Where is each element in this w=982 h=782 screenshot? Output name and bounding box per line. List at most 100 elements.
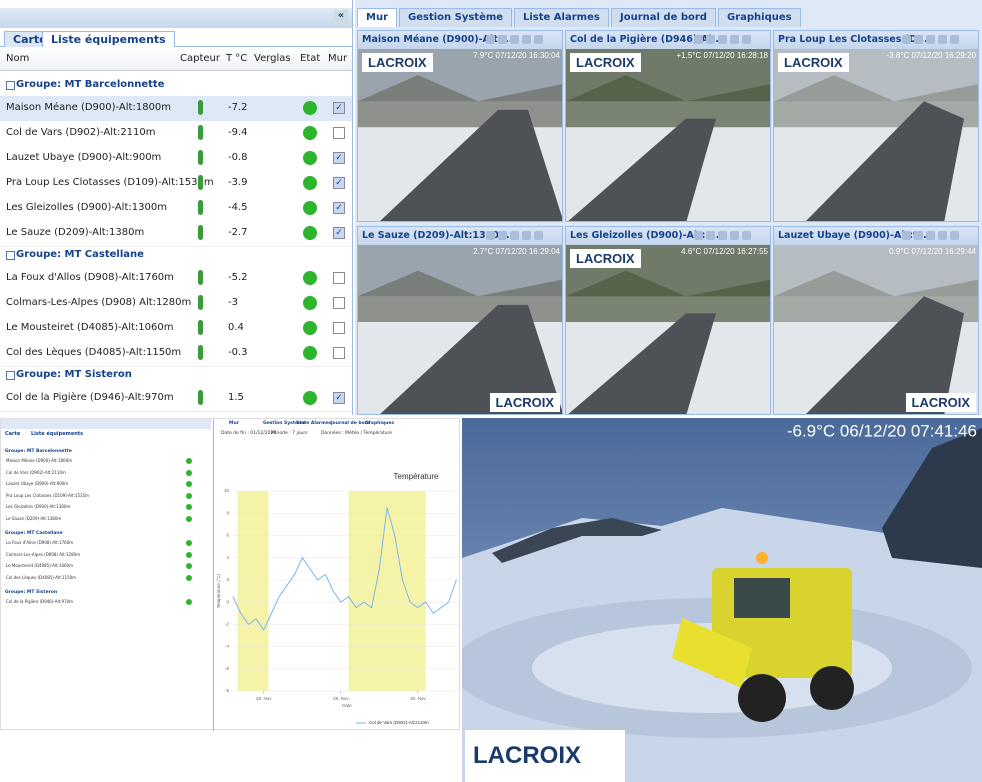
checkbox-checked[interactable]: ✓ — [333, 227, 345, 239]
mini-row-name: Lauzet Ubaye (D900)-Alt:900m — [6, 481, 68, 486]
status-icon — [303, 151, 317, 165]
sensor-icon — [198, 270, 203, 285]
equipment-name: Les Gleizolles (D900)-Alt:1300m — [6, 202, 167, 213]
checkbox[interactable] — [333, 297, 345, 309]
checkbox-checked[interactable]: ✓ — [333, 102, 345, 114]
x-tick-label: 28. Nov — [256, 696, 272, 701]
status-icon — [303, 321, 317, 335]
sensor-icon — [198, 345, 203, 360]
mini-row-name: Maison Méane (D900)-Alt:1800m — [6, 458, 72, 463]
tab[interactable]: Gestion Système — [399, 8, 512, 27]
y-tick-label: -4 — [225, 644, 229, 649]
equipment-name: Col de Vars (D902)-Alt:2110m — [6, 127, 156, 138]
tile-button[interactable] — [694, 231, 703, 240]
tile-button[interactable] — [926, 231, 935, 240]
tile-button[interactable] — [718, 231, 727, 240]
checkbox[interactable] — [333, 347, 345, 359]
tile-button[interactable] — [522, 231, 531, 240]
logo: LACROIX — [784, 55, 843, 70]
logo-box: LACROIX — [570, 249, 641, 268]
checkbox-checked[interactable]: ✓ — [333, 202, 345, 214]
logo: LACROIX — [576, 55, 635, 70]
mini-divider — [213, 419, 214, 731]
mini-tab[interactable]: Liste équipements — [31, 431, 83, 437]
checkbox-checked[interactable]: ✓ — [333, 392, 345, 404]
column-header: T °C — [226, 53, 247, 64]
logo: LACROIX — [576, 251, 635, 266]
tile-button[interactable] — [534, 35, 543, 44]
tab[interactable]: Liste Alarmes — [514, 8, 609, 27]
checkbox[interactable] — [333, 322, 345, 334]
checkbox-checked[interactable]: ✓ — [333, 177, 345, 189]
y-tick-label: 0 — [226, 599, 229, 604]
tile-button[interactable] — [706, 35, 715, 44]
camera-image: 0.9°C 07/12/20 16:29:44 — [774, 245, 979, 415]
equipment-name: Le Mousteiret (D4085)-Alt:1060m — [6, 322, 173, 333]
checkbox[interactable] — [333, 272, 345, 284]
tile-button[interactable] — [510, 231, 519, 240]
y-tick-label: 2 — [226, 577, 229, 582]
tile-button[interactable] — [706, 231, 715, 240]
tile-button[interactable] — [938, 231, 947, 240]
checkbox-checked[interactable]: ✓ — [333, 152, 345, 164]
checkbox[interactable] — [333, 127, 345, 139]
sensor-icon — [198, 175, 203, 190]
mini-tab[interactable]: Carte — [5, 431, 20, 437]
tile-button[interactable] — [742, 231, 751, 240]
toolbar-item[interactable]: Période : 7 jours — [271, 431, 308, 436]
tab[interactable]: Journal de bord — [611, 8, 716, 27]
tile-button[interactable] — [914, 231, 923, 240]
tile-button[interactable] — [742, 35, 751, 44]
tile-button[interactable] — [510, 35, 519, 44]
tile-button[interactable] — [730, 35, 739, 44]
sensor-icon — [198, 320, 203, 335]
tab[interactable]: Liste équipements — [42, 31, 175, 47]
mini-status — [186, 470, 192, 476]
beacon — [756, 552, 768, 564]
tile-button[interactable] — [498, 231, 507, 240]
temperature: 0.4 — [228, 322, 244, 333]
tile-button[interactable] — [522, 35, 531, 44]
tile-button[interactable] — [902, 231, 911, 240]
group-toggle[interactable] — [6, 371, 15, 380]
mini-group-title: Groupe: MT Sisteron — [5, 590, 57, 595]
tab[interactable]: Mur — [357, 8, 397, 27]
tile-button[interactable] — [938, 35, 947, 44]
x-tick-label: 29. Nov — [333, 696, 349, 701]
camera-overlay: 2.7°C 07/12/20 16:29:04 — [473, 247, 560, 256]
camera-image: 2.7°C 07/12/20 16:29:04 — [358, 245, 563, 415]
camera-tile: Pra Loup Les Clotasses (D...-3.8°C 07/12… — [773, 30, 979, 222]
tile-button[interactable] — [498, 35, 507, 44]
collapse-button[interactable]: « — [334, 10, 348, 24]
tile-button[interactable] — [486, 231, 495, 240]
temperature: -7.2 — [228, 102, 248, 113]
tile-button[interactable] — [950, 35, 959, 44]
panel-header — [0, 8, 352, 28]
tile-button[interactable] — [914, 35, 923, 44]
mini-tab[interactable]: Graphiques — [365, 421, 394, 426]
tile-button[interactable] — [486, 35, 495, 44]
camera-image: 7.9°C 07/12/20 16:30:04 — [358, 49, 563, 222]
camera-overlay: -3.8°C 07/12/20 16:29:20 — [887, 51, 977, 60]
tab[interactable]: Graphiques — [718, 8, 801, 27]
tile-button[interactable] — [694, 35, 703, 44]
y-tick-label: 4 — [226, 555, 229, 560]
mini-row-name: Les Gleizolles (D900)-Alt:1300m — [6, 504, 70, 509]
mini-tab[interactable]: Mur — [229, 421, 239, 426]
group-toggle[interactable] — [6, 81, 15, 90]
y-tick-label: -2 — [225, 622, 229, 627]
tile-button[interactable] — [534, 231, 543, 240]
mini-tab[interactable]: Liste Alarmes — [297, 421, 332, 426]
tile-button[interactable] — [902, 35, 911, 44]
tile-button[interactable] — [718, 35, 727, 44]
toolbar-item[interactable]: Date de fin : 01/12/2020 — [221, 431, 276, 436]
tile-button[interactable] — [926, 35, 935, 44]
toolbar-item[interactable]: Données : Météo / Température — [321, 431, 392, 436]
sensor-icon — [198, 125, 203, 140]
tile-button[interactable] — [950, 231, 959, 240]
group-toggle[interactable] — [6, 251, 15, 260]
legend-label: Col de Vars (D902)-Alt:2110m — [369, 720, 429, 725]
tile-button[interactable] — [730, 231, 739, 240]
mini-row-name: Col de Vars (D902)-Alt:2110m — [6, 470, 66, 475]
camera-overlay: 0.9°C 07/12/20 16:29:44 — [889, 247, 976, 256]
